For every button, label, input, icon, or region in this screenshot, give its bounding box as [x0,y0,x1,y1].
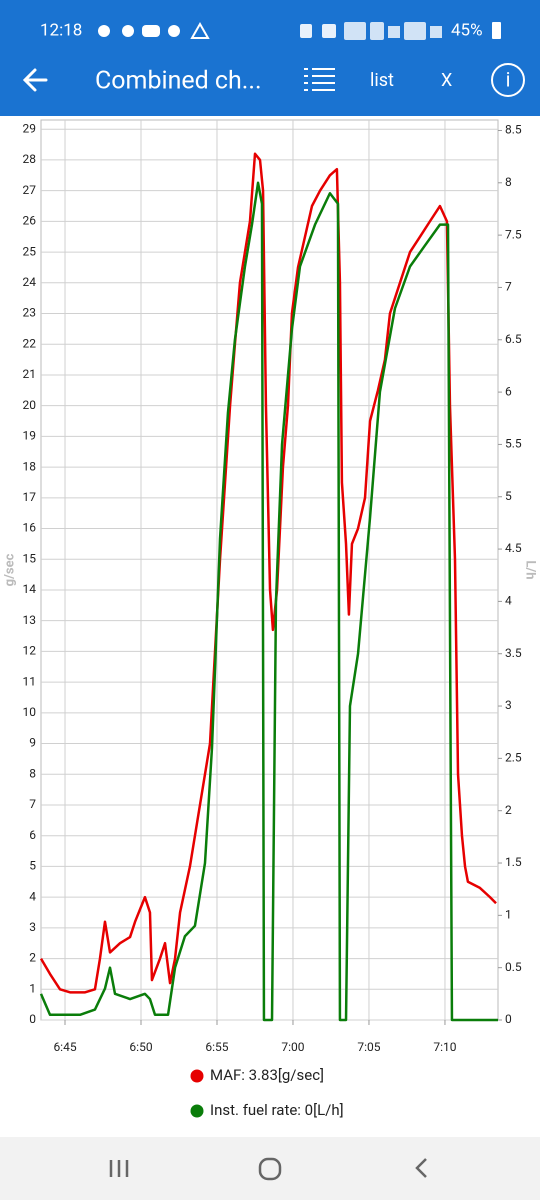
y-tick-label: 21 [23,367,37,381]
y-tick-label: 13 [23,613,37,627]
legend-marker [190,1069,204,1083]
nav-home[interactable] [258,1157,282,1181]
legend-label: MAF: 3.83[g/sec] [210,1066,324,1084]
y2-tick-label: 8.5 [505,123,522,137]
info-button[interactable] [491,63,525,97]
y2-tick-label: 4.5 [505,541,522,555]
x-tick-label: 7:00 [281,1040,304,1054]
y-tick-label: 0 [29,1012,36,1026]
app-header-bg [0,0,540,116]
y-tick-label: 12 [23,644,37,658]
y2-tick-label: 7.5 [505,227,522,241]
y2-tick-label: 7 [505,280,512,294]
y-tick-label: 3 [29,920,36,934]
nav-back[interactable] [415,1158,427,1178]
y2-tick-label: 1 [505,908,512,922]
x-tick-label: 6:55 [205,1040,228,1054]
y-tick-label: 17 [23,490,37,504]
close-button[interactable]: X [441,70,452,91]
y2-tick-label: 0.5 [505,960,522,974]
back-button[interactable] [22,68,48,92]
y-tick-label: 16 [23,521,37,535]
legend-marker [190,1104,204,1118]
y2-tick-label: 6 [505,384,512,398]
y-tick-label: 24 [23,275,37,289]
y2-tick-label: 3 [505,698,512,712]
list-icon[interactable] [304,68,335,91]
legend-label: Inst. fuel rate: 0[L/h] [210,1101,344,1119]
status-time: 12:18 [40,20,82,40]
y2-tick-label: 5 [505,489,512,503]
list-button[interactable]: list [370,70,394,91]
y2-axis-label: L/h [523,560,538,579]
y-tick-label: 14 [23,582,37,596]
y-tick-label: 23 [23,306,37,320]
y2-tick-label: 2.5 [505,751,522,765]
y-tick-label: 11 [23,674,37,688]
y2-tick-label: 8 [505,175,512,189]
app-title: Combined ch... [95,67,262,96]
status-battery: 45% [451,20,483,40]
y-tick-label: 9 [29,736,36,750]
y2-tick-label: 1.5 [505,855,522,869]
y-tick-label: 22 [23,336,37,350]
y2-tick-label: 2 [505,803,512,817]
y-tick-label: 18 [23,459,37,473]
status-icons [98,21,501,40]
y-tick-label: 26 [23,214,37,228]
x-tick-label: 6:50 [129,1040,152,1054]
y-tick-label: 27 [23,183,37,197]
y-tick-label: 10 [23,705,37,719]
info-label: i [506,67,511,91]
y-tick-label: 20 [23,398,37,412]
nav-bar [0,1137,540,1200]
nav-buttons [109,1157,427,1181]
y-tick-label: 6 [29,828,36,842]
y-tick-label: 4 [29,889,36,903]
y-tick-label: 2 [29,951,36,965]
x-tick-label: 6:45 [53,1040,76,1054]
y-tick-label: 25 [23,244,37,258]
x-tick-label: 7:10 [433,1040,456,1054]
y-tick-label: 8 [29,766,36,780]
y-tick-label: 28 [23,152,37,166]
series-line [39,152,497,994]
y-tick-label: 19 [23,429,37,443]
y-tick-label: 29 [23,121,37,135]
chart: 0123456789101112131415161718192021222324… [2,119,538,1119]
nav-recent[interactable] [109,1160,129,1177]
y2-tick-label: 6.5 [505,332,522,346]
y2-tick-label: 0 [505,1012,512,1026]
y2-tick-label: 5.5 [505,437,522,451]
y2-tick-label: 3.5 [505,646,522,660]
y-tick-label: 1 [29,981,36,995]
x-tick-label: 7:05 [357,1040,380,1054]
y-axis-label: g/sec [2,553,17,586]
y-tick-label: 5 [29,859,36,873]
y-tick-label: 7 [29,797,36,811]
y-tick-label: 15 [23,551,37,565]
y2-tick-label: 4 [505,594,512,608]
series-line [39,181,498,1022]
